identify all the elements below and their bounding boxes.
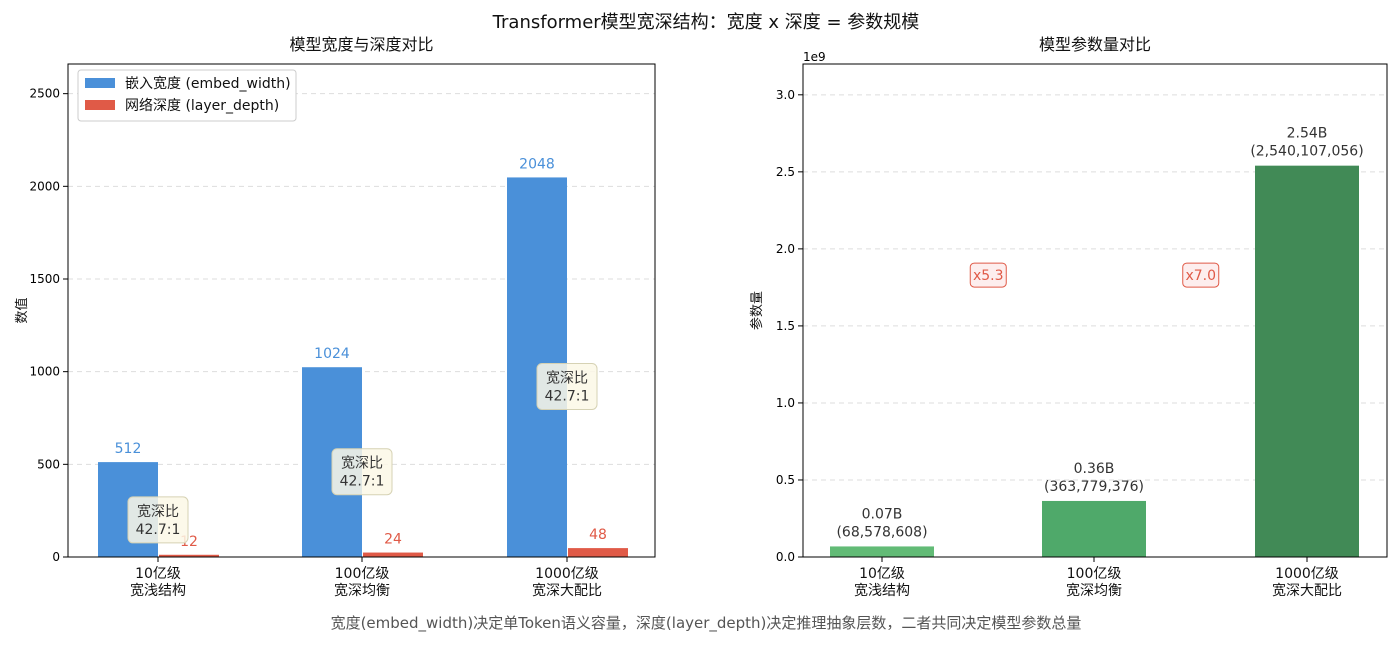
right-y-tick-label: 0.5 [776, 473, 795, 487]
right-x-tick-label: 宽浅结构 [854, 582, 910, 599]
left-bar-value-label: 1024 [314, 346, 350, 362]
left-x-tick-label: 宽深均衡 [334, 582, 390, 599]
legend-swatch [85, 100, 115, 110]
right-y-tick-label: 1.5 [776, 319, 795, 333]
left-bar-layer-depth [363, 552, 423, 557]
right-y-scale-label: 1e9 [803, 50, 826, 64]
right-ratio-annotation-box [969, 262, 1007, 288]
left-bar-value-label: 24 [384, 532, 402, 548]
left-bar-layer-depth [159, 554, 219, 557]
right-y-axis-label: 参数量 [749, 291, 765, 330]
right-chart: 0.0 0.5 1.0 1.5 2.0 2.5 3.0 0.07B (68,578,608) 0.… [749, 35, 1388, 599]
right-x-tick-label: 1000亿级 [1275, 566, 1339, 582]
legend-label: 网络深度 (layer_depth) [125, 98, 279, 114]
right-y-tick-label: 1.0 [776, 396, 795, 410]
right-chart-title: 模型参数量对比 [1039, 35, 1151, 54]
left-ratio-annotation-box [331, 448, 393, 496]
right-bar-value-label: (2,540,107,056) [1250, 144, 1363, 160]
left-y-tick-label: 2500 [29, 87, 60, 101]
right-bar-value-label: (363,779,376) [1044, 479, 1144, 495]
left-y-axis-label: 数值 [14, 297, 30, 323]
right-plot-frame [802, 63, 1388, 558]
left-bar-value-label: 48 [589, 527, 607, 543]
left-bar-value-label: 2048 [519, 156, 555, 172]
right-x-tick-label: 10亿级 [859, 566, 905, 582]
left-ratio-annotation-text: 42.7:1 [340, 474, 385, 490]
right-bar-params [1042, 500, 1146, 557]
right-x-tick-label: 宽深均衡 [1066, 582, 1122, 599]
left-ratio-annotation-text: 宽深比 [137, 503, 179, 520]
right-bar-value-label: (68,578,608) [836, 524, 927, 540]
left-ratio-annotation-text: 宽深比 [546, 369, 588, 386]
left-y-tick-label: 2000 [29, 179, 60, 193]
legend-frame [77, 69, 297, 122]
right-y-tick-label: 3.0 [776, 88, 795, 102]
left-bar-value-label: 512 [115, 441, 142, 457]
left-x-tick-label: 100亿级 [335, 566, 390, 582]
left-y-tick-label: 0 [52, 550, 60, 564]
left-y-tick-label: 1000 [29, 365, 60, 379]
left-x-tick-label: 宽深大配比 [532, 582, 602, 599]
right-ratio-annotation-text: x7.0 [1185, 268, 1216, 284]
right-x-tick-label: 宽深大配比 [1272, 582, 1342, 599]
legend-label: 嵌入宽度 (embed_width) [125, 75, 291, 92]
left-ratio-annotation-text: 42.7:1 [136, 522, 181, 538]
left-bar-layer-depth [568, 548, 628, 557]
left-ratio-annotation-box [127, 496, 189, 544]
right-bar-value-label: 2.54B [1287, 126, 1328, 142]
right-y-tick-label: 0.0 [776, 550, 795, 564]
left-legend: 嵌入宽度 (embed_width) 网络深度 (layer_depth) [77, 69, 297, 122]
left-x-tick-label: 1000亿级 [535, 566, 599, 582]
right-x-tick-label: 100亿级 [1067, 566, 1122, 582]
legend-swatch [85, 78, 115, 88]
right-y-tick-label: 2.0 [776, 242, 795, 256]
right-ratio-annotation-text: x5.3 [973, 268, 1004, 284]
left-y-tick-label: 500 [37, 457, 60, 471]
left-chart-title: 模型宽度与深度对比 [289, 35, 433, 54]
right-bar-params [830, 546, 934, 557]
left-ratio-annotation-text: 42.7:1 [545, 388, 590, 404]
right-bar-value-label: 0.36B [1074, 461, 1115, 477]
figure-title: Transformer模型宽深结构：宽度 x 深度 = 参数规模 [492, 12, 920, 33]
right-bar-value-label: 0.07B [862, 506, 903, 522]
right-y-tick-label: 2.5 [776, 165, 795, 179]
right-ratio-annotation-box [1182, 262, 1220, 288]
right-bar-params [1255, 165, 1359, 558]
left-y-tick-label: 1500 [29, 272, 60, 286]
figure-caption: 宽度(embed_width)决定单Token语义容量，深度(layer_dep… [331, 614, 1082, 633]
left-ratio-annotation-text: 宽深比 [341, 455, 383, 472]
left-ratio-annotation-box [536, 362, 598, 410]
left-x-tick-label: 宽浅结构 [130, 582, 186, 599]
left-x-tick-label: 10亿级 [135, 566, 181, 582]
